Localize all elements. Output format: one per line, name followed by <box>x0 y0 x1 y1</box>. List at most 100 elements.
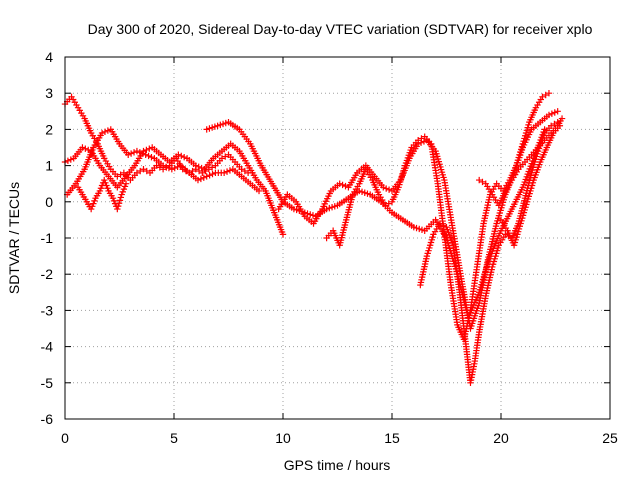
data-point <box>136 149 144 156</box>
data-point <box>199 169 206 177</box>
data-point <box>209 170 216 178</box>
data-point <box>114 205 121 213</box>
data-point <box>382 202 389 209</box>
data-point <box>502 231 509 238</box>
data-point <box>556 122 564 129</box>
data-series-track-8 <box>323 90 553 343</box>
axis-ticks: 0 5 10 15 20 25 -6 -5 -4 -3 -2 -1 0 1 2 3 4 <box>41 49 618 446</box>
data-point <box>548 110 556 117</box>
data-point <box>203 173 210 180</box>
data-series-track-7 <box>417 118 561 386</box>
data-point <box>194 176 202 184</box>
x-tick-label: 20 <box>493 430 509 446</box>
data-point <box>127 150 135 157</box>
data-point <box>279 231 287 238</box>
data-point <box>385 200 392 207</box>
data-point <box>143 167 150 175</box>
data-point <box>218 155 226 162</box>
data-point <box>130 149 138 156</box>
y-tick-label: -4 <box>41 339 54 355</box>
y-tick-label: 4 <box>45 49 53 65</box>
data-point <box>339 181 346 189</box>
data-point <box>208 164 216 171</box>
data-point <box>241 167 249 175</box>
data-point <box>133 169 141 177</box>
data-point <box>125 151 132 158</box>
y-tick-label: 2 <box>45 121 53 137</box>
data-point <box>180 153 188 161</box>
data-point <box>98 129 106 137</box>
y-tick-label: -5 <box>41 375 54 391</box>
data-point <box>137 167 144 175</box>
x-tick-label: 15 <box>384 430 400 446</box>
data-point <box>414 137 422 144</box>
data-point <box>206 172 213 179</box>
data-point <box>133 147 141 155</box>
data-point <box>156 164 164 171</box>
y-tick-label: -2 <box>41 266 54 282</box>
data-point <box>174 163 181 171</box>
data-point <box>545 90 553 97</box>
data-point <box>255 187 263 195</box>
data-point <box>101 128 109 136</box>
data-point <box>116 197 124 204</box>
data-point <box>153 162 160 169</box>
data-point <box>342 182 349 190</box>
data-point <box>82 145 89 152</box>
y-tick-label: -3 <box>41 302 54 318</box>
data-point <box>192 162 199 169</box>
data-point <box>168 166 176 173</box>
y-tick-label: -6 <box>41 411 54 427</box>
data-point <box>146 145 153 152</box>
data-point <box>114 173 121 180</box>
data-point <box>554 108 561 115</box>
data-point <box>551 120 558 128</box>
data-point <box>178 152 185 160</box>
x-tick-label: 5 <box>170 430 178 446</box>
data-point <box>79 144 86 151</box>
x-tick-label: 10 <box>275 430 291 446</box>
y-tick-label: -1 <box>41 230 54 246</box>
data-point <box>380 184 387 191</box>
data-point <box>162 163 170 171</box>
data-point <box>558 115 566 122</box>
data-point <box>148 153 155 161</box>
y-tick-label: 1 <box>45 158 53 174</box>
data-point <box>104 127 112 134</box>
data-point <box>143 146 150 154</box>
data-point <box>115 200 123 207</box>
data-point <box>145 152 152 160</box>
data-point <box>198 164 205 172</box>
data-point <box>220 169 228 177</box>
data-point <box>195 163 202 171</box>
data-point <box>476 176 483 184</box>
data-point <box>64 157 72 164</box>
data-point <box>67 156 75 163</box>
data-point <box>114 202 122 210</box>
data-point <box>117 194 125 201</box>
data-points <box>61 90 566 386</box>
data-series-track-4 <box>74 176 130 213</box>
data-point <box>238 166 245 173</box>
data-point <box>159 162 167 169</box>
data-point <box>197 175 205 183</box>
data-point <box>223 168 231 175</box>
data-point <box>547 122 555 129</box>
data-point <box>222 153 229 160</box>
data-point <box>139 150 146 157</box>
data-point <box>142 151 149 158</box>
data-point <box>551 109 558 116</box>
y-tick-label: 0 <box>45 194 53 210</box>
y-tick-label: 3 <box>45 85 53 101</box>
x-axis-label: GPS time / hours <box>284 457 391 473</box>
data-point <box>175 151 182 158</box>
data-point <box>539 93 546 101</box>
data-point <box>171 164 178 172</box>
data-point <box>418 135 425 142</box>
data-point <box>117 171 124 178</box>
data-point <box>542 91 549 99</box>
data-point <box>336 180 343 187</box>
data-point <box>122 180 130 187</box>
